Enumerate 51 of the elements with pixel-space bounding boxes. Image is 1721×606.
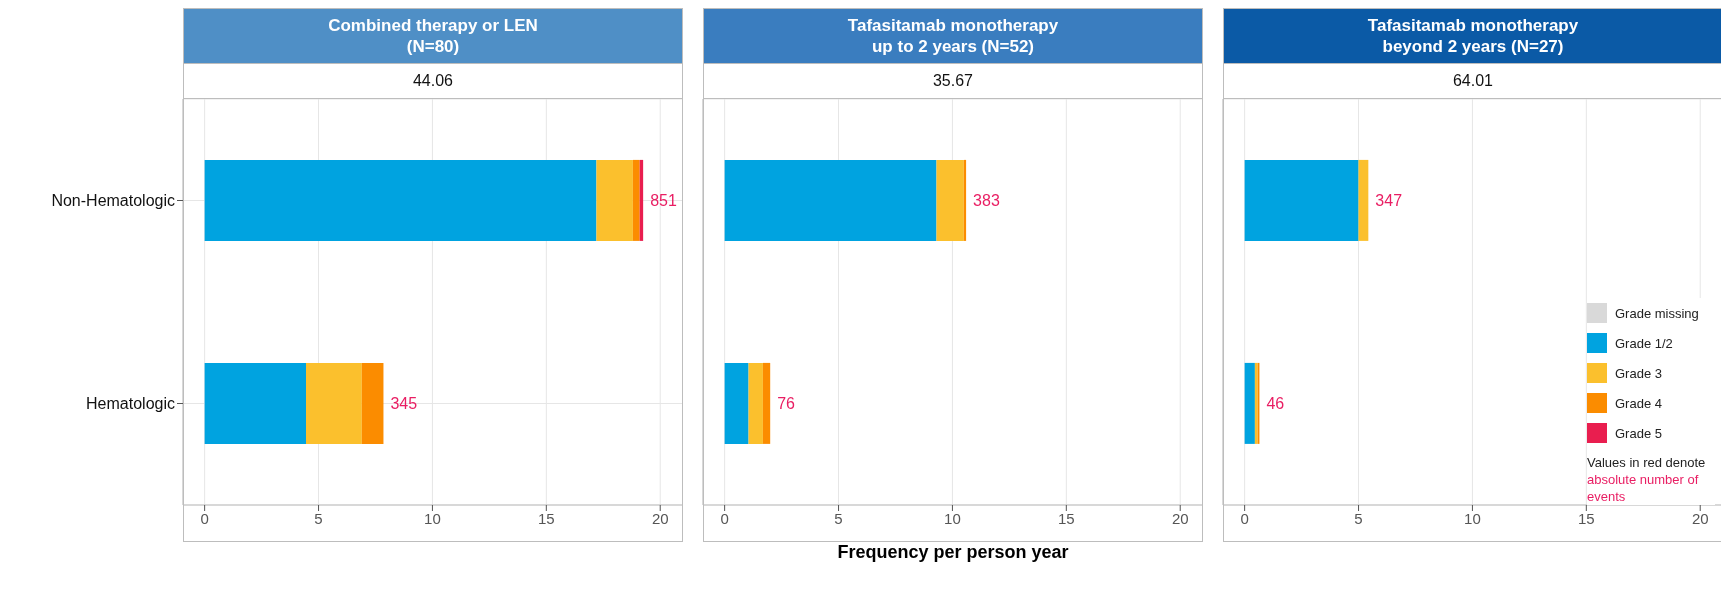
x-tick-label: 5 (314, 509, 323, 527)
chart-subtitle: 44.06 (183, 64, 683, 99)
bar (762, 362, 771, 444)
annotation: Values in red denote (1587, 455, 1706, 470)
legend-label: Grade 5 (1614, 424, 1663, 443)
bar (1244, 362, 1255, 444)
x-tick-label: 10 (424, 509, 441, 527)
x-tick-label: 5 (834, 509, 843, 527)
x-tick-label: 0 (720, 509, 729, 527)
x-tick-label: 10 (944, 509, 961, 527)
bar (596, 159, 633, 241)
bar (361, 362, 384, 444)
x-tick-label: 15 (537, 509, 555, 527)
bar (204, 362, 307, 444)
annotation: 347 (1375, 191, 1403, 209)
legend-label: Grade 4 (1614, 394, 1663, 413)
annotation: 345 (390, 394, 418, 412)
x-tick-label: 15 (1577, 509, 1595, 527)
x-tick-label: 20 (1171, 509, 1189, 527)
x-tick-label: 20 (651, 509, 669, 527)
bar (724, 362, 749, 444)
chart-subtitle: 64.01 (1223, 64, 1721, 99)
y-tick-label: Non-Hematologic (51, 192, 175, 210)
chart-title: Tafasitamab monotherapy beyond 2 years (N=27) (1366, 15, 1580, 57)
annotation: 46 (1266, 394, 1285, 412)
x-tick-label: 10 (1464, 509, 1481, 527)
bar (936, 159, 964, 241)
bar (1358, 159, 1369, 241)
x-tick-label: 15 (1057, 509, 1075, 527)
x-tick-label: 0 (1240, 509, 1249, 527)
x-tick-label: 0 (200, 509, 209, 527)
annotation: absolute number of events (1587, 472, 1699, 504)
legend-label: Grade 1/2 (1614, 334, 1674, 353)
x-axis-title: Frequency per person year (836, 542, 1070, 563)
chart-subtitle: 35.67 (703, 64, 1203, 99)
annotation: 76 (777, 394, 796, 412)
bar (204, 159, 597, 241)
bar (748, 362, 763, 444)
y-tick-label: Hematologic (86, 395, 175, 413)
chart-title: Tafasitamab monotherapy up to 2 years (N=52) (846, 15, 1060, 57)
annotation: 851 (650, 191, 677, 209)
bar (306, 362, 362, 444)
x-tick-label: 5 (1354, 509, 1363, 527)
chart-title: Combined therapy or LEN (N=80) (327, 15, 539, 57)
annotation: 383 (973, 191, 1000, 209)
bar (632, 159, 640, 241)
legend-label: Grade 3 (1614, 364, 1663, 383)
bar (724, 159, 937, 241)
bar (1244, 159, 1359, 241)
legend-label: Grade missing (1614, 304, 1700, 323)
x-tick-label: 20 (1691, 509, 1709, 527)
